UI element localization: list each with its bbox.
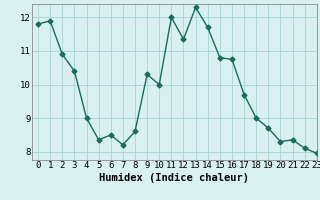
X-axis label: Humidex (Indice chaleur): Humidex (Indice chaleur) <box>100 173 249 183</box>
